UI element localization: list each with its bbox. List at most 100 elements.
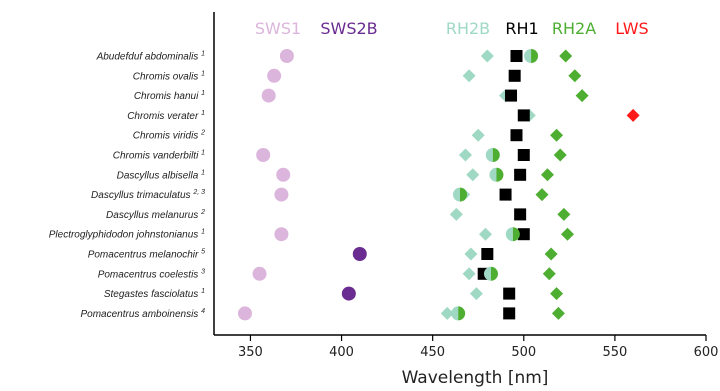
legend-rh2b: RH2B (446, 19, 490, 38)
species-footnote-pomacentrus-amboinensis: 4 (201, 308, 205, 315)
species-footnote-dascyllus-melanurus: 2 (200, 209, 205, 216)
point-sws2b-pomacentrus-melanochir (353, 247, 367, 261)
point-mixed-left-dascyllus-albisella (489, 168, 496, 182)
point-rh1-dascyllus-melanurus (514, 208, 526, 220)
point-rh2a-pomacentrus-amboinensis (552, 307, 565, 320)
species-name-dascyllus-melanurus: Dascyllus melanurus (106, 210, 201, 221)
species-footnote-stegastes-fasciolatus: 1 (201, 288, 205, 295)
point-mixed-left-chromis-vanderbilti (486, 148, 493, 162)
point-rh2b-chromis-vanderbilti (459, 149, 472, 162)
species-label-plectroglyphidodon-johnstonianus: Plectroglyphidodon johnstonianus 1 (49, 229, 205, 241)
point-sws1-pomacentrus-amboinensis (238, 306, 252, 320)
species-label-chromis-ovalis: Chromis ovalis 1 (133, 70, 205, 82)
legend-sws1: SWS1 (255, 19, 301, 38)
x-tick-label-350: 350 (238, 345, 263, 360)
point-mixed-right-dascyllus-albisella (496, 168, 503, 182)
point-rh1-chromis-ovalis (509, 70, 521, 82)
point-rh2a-abudefduf-abdominalis (559, 50, 572, 63)
species-name-dascyllus-trimaculatus: Dascyllus trimaculatus (91, 190, 193, 201)
species-name-chromis-ovalis: Chromis ovalis (133, 71, 201, 82)
point-rh2b-dascyllus-albisella (466, 168, 479, 181)
point-rh2a-chromis-viridis (550, 129, 563, 142)
species-name-dascyllus-albisella: Dascyllus albisella (117, 170, 201, 181)
species-name-chromis-viridis: Chromis viridis (133, 131, 201, 142)
point-mixed-right-pomacentrus-amboinensis (458, 306, 465, 320)
point-rh2b-chromis-viridis (472, 129, 485, 142)
legend: SWS1 SWS2B RH2B RH1 RH2A LWS (255, 19, 649, 38)
point-sws2b-stegastes-fasciolatus (342, 287, 356, 301)
point-rh2a-chromis-ovalis (568, 69, 581, 82)
species-footnote-chromis-vanderbilti: 1 (201, 150, 205, 157)
x-axis-label: Wavelength [nm] (402, 368, 549, 388)
species-footnote-pomacentrus-melanochir: 5 (201, 249, 205, 256)
legend-rh1: RH1 (505, 19, 538, 38)
species-footnote-chromis-viridis: 2 (200, 130, 205, 137)
x-tick-label-450: 450 (420, 345, 445, 360)
x-tick-label-400: 400 (329, 345, 354, 360)
point-rh2b-plectroglyphidodon-johnstonianus (479, 228, 492, 241)
species-footnote-pomacentrus-coelestis: 3 (201, 268, 205, 275)
point-rh1-chromis-viridis (510, 129, 522, 141)
point-rh2a-chromis-hanui (576, 89, 589, 102)
point-rh2a-stegastes-fasciolatus (550, 287, 563, 300)
species-label-pomacentrus-melanochir: Pomacentrus melanochir 5 (88, 249, 205, 261)
point-rh1-dascyllus-albisella (514, 169, 526, 181)
point-rh1-pomacentrus-melanochir (481, 248, 493, 260)
species-label-chromis-hanui: Chromis hanui 1 (134, 90, 205, 102)
point-rh2a-dascyllus-albisella (541, 168, 554, 181)
point-mixed-right-pomacentrus-coelestis (491, 267, 498, 281)
species-footnote-chromis-hanui: 1 (201, 90, 205, 97)
species-label-chromis-viridis: Chromis viridis 2 (133, 130, 205, 142)
point-rh1-chromis-verater (518, 109, 530, 121)
species-label-chromis-verater: Chromis verater 1 (127, 110, 205, 122)
point-rh2a-dascyllus-melanurus (557, 208, 570, 221)
x-tick-label-500: 500 (511, 345, 536, 360)
species-name-pomacentrus-amboinensis: Pomacentrus amboinensis (80, 309, 201, 320)
point-mixed-left-plectroglyphidodon-johnstonianus (506, 227, 513, 241)
point-mixed-right-dascyllus-trimaculatus (460, 188, 467, 202)
point-mixed-right-abudefduf-abdominalis (531, 49, 538, 63)
point-rh2b-dascyllus-melanurus (450, 208, 463, 221)
species-footnote-dascyllus-albisella: 1 (201, 169, 205, 176)
point-rh1-pomacentrus-amboinensis (503, 307, 515, 319)
species-footnote-chromis-verater: 1 (201, 110, 205, 117)
x-ticks: 350 400 450 500 550 600 (238, 335, 718, 360)
point-rh1-abudefduf-abdominalis (510, 50, 522, 62)
point-rh2a-chromis-vanderbilti (554, 149, 567, 162)
species-footnote-dascyllus-trimaculatus: 2, 3 (192, 189, 205, 196)
point-mixed-left-abudefduf-abdominalis (524, 49, 531, 63)
species-footnote-plectroglyphidodon-johnstonianus: 1 (201, 229, 205, 236)
point-rh2b-pomacentrus-melanochir (464, 248, 477, 261)
species-name-chromis-vanderbilti: Chromis vanderbilti (113, 151, 201, 162)
point-mixed-right-chromis-vanderbilti (493, 148, 500, 162)
species-name-pomacentrus-melanochir: Pomacentrus melanochir (88, 250, 201, 261)
legend-rh2a: RH2A (552, 19, 596, 38)
point-sws1-chromis-vanderbilti (256, 148, 270, 162)
species-footnote-chromis-ovalis: 1 (201, 70, 205, 77)
species-name-abudefduf-abdominalis: Abudefduf abdominalis (96, 52, 202, 63)
legend-lws: LWS (615, 19, 648, 38)
species-label-dascyllus-trimaculatus: Dascyllus trimaculatus 2, 3 (91, 189, 205, 201)
point-mixed-left-dascyllus-trimaculatus (453, 188, 460, 202)
point-sws1-dascyllus-trimaculatus (274, 188, 288, 202)
species-name-chromis-verater: Chromis verater (127, 111, 201, 122)
point-sws1-plectroglyphidodon-johnstonianus (274, 227, 288, 241)
point-rh2b-stegastes-fasciolatus (470, 287, 483, 300)
species-label-abudefduf-abdominalis: Abudefduf abdominalis 1 (96, 51, 206, 63)
species-label-stegastes-fasciolatus: Stegastes fasciolatus 1 (104, 288, 205, 300)
point-sws1-chromis-hanui (262, 89, 276, 103)
species-label-pomacentrus-amboinensis: Pomacentrus amboinensis 4 (80, 308, 205, 320)
point-rh2a-dascyllus-trimaculatus (536, 188, 549, 201)
species-name-pomacentrus-coelestis: Pomacentrus coelestis (98, 269, 201, 280)
species-footnote-abudefduf-abdominalis: 1 (201, 51, 205, 58)
species-label-chromis-vanderbilti: Chromis vanderbilti 1 (113, 150, 205, 162)
point-lws-chromis-verater (627, 109, 640, 122)
point-rh2b-chromis-ovalis (463, 69, 476, 82)
species-name-chromis-hanui: Chromis hanui (134, 91, 201, 102)
legend-sws2b: SWS2B (320, 19, 377, 38)
species-name-stegastes-fasciolatus: Stegastes fasciolatus (104, 289, 201, 300)
point-mixed-left-pomacentrus-amboinensis (451, 306, 458, 320)
point-sws1-pomacentrus-coelestis (253, 267, 267, 281)
point-rh1-dascyllus-trimaculatus (500, 189, 512, 201)
point-rh2a-pomacentrus-coelestis (543, 267, 556, 280)
